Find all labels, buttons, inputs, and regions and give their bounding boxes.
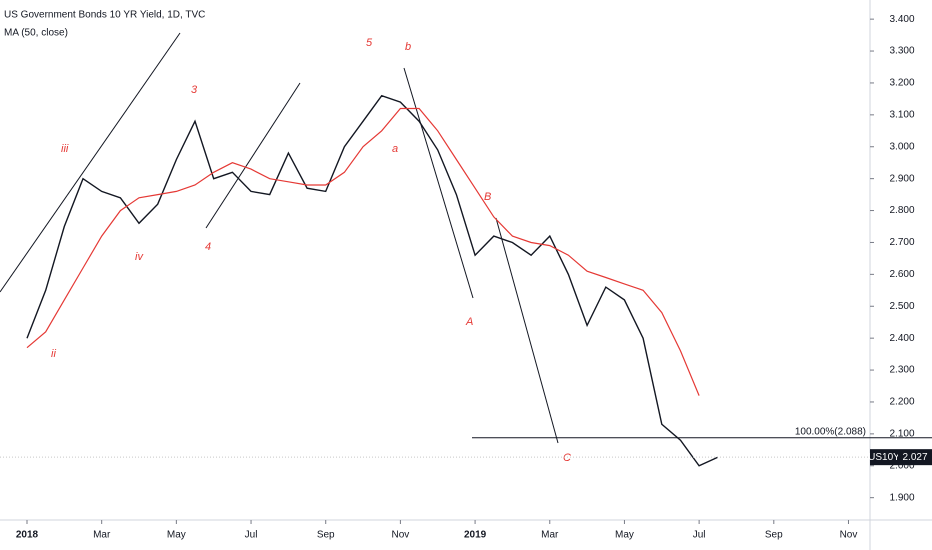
y-tick-label: 2.100: [889, 429, 914, 440]
y-tick-label: 3.200: [889, 78, 914, 89]
y-tick-label: 2.400: [889, 333, 914, 344]
y-tick-label: 2.300: [889, 365, 914, 376]
wave-label: iv: [135, 251, 144, 263]
price-tag-label: 2.027: [902, 452, 927, 463]
x-tick-label: Jul: [693, 530, 706, 541]
x-tick-label: Mar: [93, 530, 111, 541]
symbol-tag-label: US10Y: [868, 452, 900, 463]
wave-label: 5: [366, 37, 373, 49]
wave-label: b: [405, 41, 411, 53]
y-tick-label: 2.200: [889, 397, 914, 408]
price-line: [26, 94, 719, 467]
trend-line: [0, 32, 181, 293]
y-tick-label: 3.100: [889, 109, 914, 120]
chart-title: US Government Bonds 10 YR Yield, 1D, TVC: [4, 10, 205, 21]
y-tick-label: 2.600: [889, 269, 914, 280]
wave-label: C: [563, 452, 571, 464]
trend-lines: [0, 32, 559, 444]
wave-label: B: [484, 191, 491, 203]
price-tag: [898, 449, 932, 466]
x-tick-label: Jul: [245, 530, 258, 541]
trend-line: [205, 82, 301, 229]
x-tick-label: May: [615, 530, 634, 541]
x-tick-label: Nov: [392, 530, 410, 541]
x-tick-label: Mar: [541, 530, 559, 541]
y-tick-label: 1.900: [889, 492, 914, 503]
y-tick-label: 2.500: [889, 301, 914, 312]
y-tick-label: 2.800: [889, 205, 914, 216]
trend-line: [495, 217, 559, 444]
wave-label: a: [392, 143, 398, 155]
x-tick-label: 2018: [16, 530, 39, 541]
x-tick-label: 2019: [464, 530, 487, 541]
y-tick-label: 2.000: [889, 460, 914, 471]
ma-line: [26, 107, 700, 396]
wave-label: ii: [51, 348, 56, 360]
wave-label: iii: [61, 143, 69, 155]
wave-label: 3: [191, 84, 198, 96]
x-tick-label: Sep: [765, 530, 783, 541]
y-tick-label: 2.700: [889, 237, 914, 248]
y-tick-label: 3.300: [889, 46, 914, 57]
wave-labels: 5 b 3 iii a B iv 4 ii A C: [51, 37, 571, 464]
symbol-tag: [870, 449, 898, 466]
x-tick-label: Nov: [840, 530, 858, 541]
x-tick-label: Sep: [317, 530, 335, 541]
chart-subtitle: MA (50, close): [4, 28, 68, 39]
y-tick-label: 2.900: [889, 173, 914, 184]
trend-line: [403, 67, 474, 299]
y-tick-label: 3.000: [889, 141, 914, 152]
x-tick-label: May: [167, 530, 186, 541]
fib-label: 100.00%(2.088): [795, 426, 866, 437]
wave-label: A: [465, 316, 473, 328]
wave-label: 4: [205, 241, 211, 253]
y-tick-label: 3.400: [889, 14, 914, 25]
